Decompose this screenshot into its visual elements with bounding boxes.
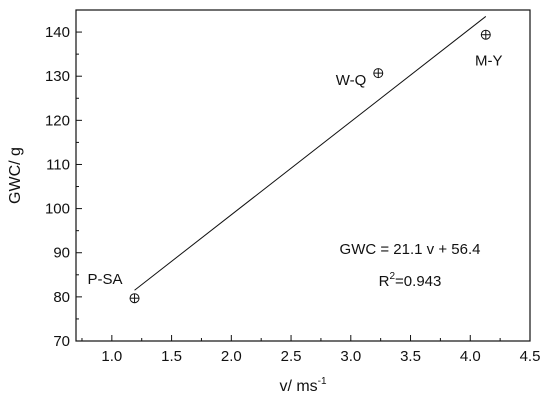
y-tick-label: 100 [45, 201, 70, 218]
axis-ticks [76, 31, 531, 342]
point-label: W-Q [336, 72, 367, 89]
y-tick-label: 110 [46, 156, 70, 173]
y-tick-label: 70 [53, 333, 70, 350]
x-tick-label: 4.0 [460, 348, 481, 365]
r-squared-prefix: R [379, 273, 390, 290]
x-axis-title: v/ ms-1 [279, 376, 327, 395]
regression-line [134, 16, 487, 291]
r-squared-value: =0.943 [395, 273, 441, 290]
x-tick-label: 2.5 [281, 348, 302, 365]
data-point: P-SA [88, 271, 140, 304]
y-tick-label: 80 [53, 289, 70, 306]
x-tick-label: 1.5 [161, 348, 182, 365]
x-axis-title-text: v/ ms [279, 378, 317, 395]
x-tick-label: 3.0 [340, 348, 361, 365]
data-point: M-Y [475, 29, 503, 70]
r-squared-label: R2=0.943 [379, 271, 442, 290]
point-label: P-SA [88, 271, 123, 288]
y-tick-label: 90 [53, 245, 70, 262]
regression-equation: GWC = 21.1 v + 56.4 [340, 241, 481, 258]
data-point: W-Q [336, 68, 384, 89]
x-tick-label: 2.0 [221, 348, 242, 365]
point-label: M-Y [475, 53, 503, 70]
r-squared-superscript: 2 [389, 271, 395, 282]
y-tick-label: 120 [45, 112, 70, 129]
axis-tick-labels: 1.0 1.5 2.0 2.5 3.0 3.5 4.0 4.5 70 80 90 100 110 120 1… [45, 24, 540, 365]
plot-frame [75, 9, 531, 342]
y-axis-title: GWC/ g [7, 147, 24, 204]
x-tick-label: 1.0 [101, 348, 122, 365]
x-tick-label: 4.5 [520, 348, 541, 365]
y-tick-label: 140 [45, 24, 70, 41]
data-points: P-SA W-Q M-Y [88, 29, 503, 304]
x-axis-title-superscript: -1 [318, 376, 327, 387]
x-tick-label: 3.5 [400, 348, 421, 365]
y-tick-label: 130 [45, 68, 70, 85]
